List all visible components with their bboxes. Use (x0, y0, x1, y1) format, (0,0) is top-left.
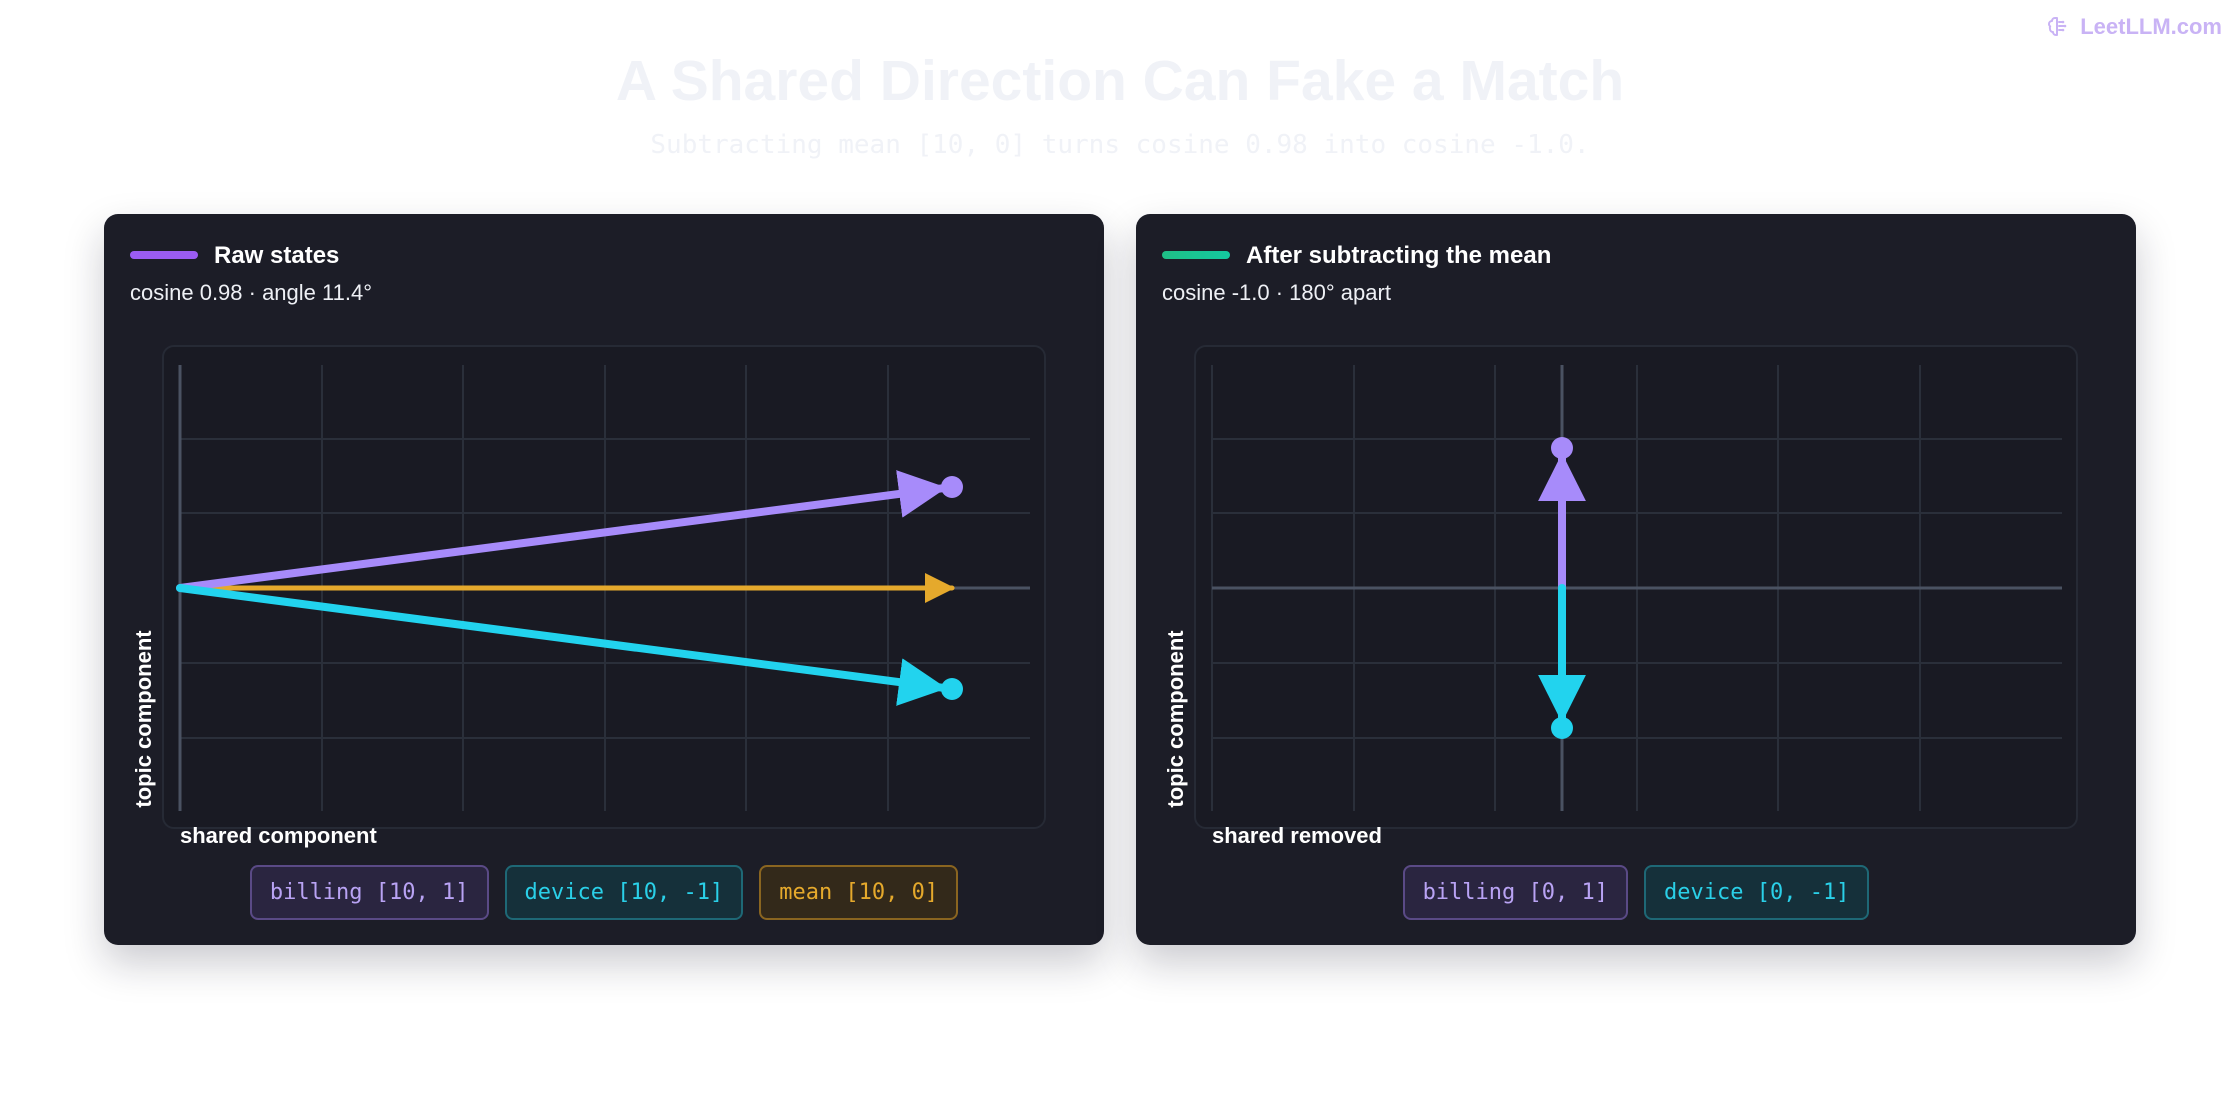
panel-subtitle: cosine -1.0 · 180° apart (1162, 280, 1391, 305)
brand-name: LeetLLM.com (2080, 14, 2222, 39)
page-subtitle: Subtracting mean [10, 0] turns cosine 0.… (650, 130, 1590, 160)
device-point (941, 678, 963, 700)
vector-chips: billing [0, 1] device [0, -1] (1136, 865, 2136, 920)
x-axis-label: shared removed (1212, 823, 1382, 848)
device-vector (176, 584, 947, 706)
page-title: A Shared Direction Can Fake a Match (615, 49, 1625, 113)
panel-raw-states: Raw states cosine 0.98 · angle 11.4° top… (104, 214, 1104, 945)
panel-subtitle: cosine 0.98 · angle 11.4° (130, 280, 372, 305)
panel-after-mean-subtraction: After subtracting the mean cosine -1.0 ·… (1136, 214, 2136, 945)
brain-icon (2048, 17, 2067, 36)
billing-vector (176, 470, 947, 592)
legend-swatch-raw (130, 251, 198, 259)
panel-title: Raw states (214, 242, 340, 269)
device-point (1551, 717, 1573, 739)
y-axis-label: topic component (1163, 630, 1188, 808)
y-axis-label: topic component (131, 630, 156, 808)
billing-point (1551, 437, 1573, 459)
billing-point (941, 476, 963, 498)
x-axis-label: shared component (180, 823, 377, 848)
legend-swatch-centered (1162, 251, 1230, 259)
chip-billing: billing [10, 1] (249, 865, 489, 920)
brand[interactable]: LeetLLM.com (2046, 14, 2222, 40)
raw-states-plot (176, 365, 1030, 811)
chip-mean: mean [10, 0] (759, 865, 959, 920)
panel-title: After subtracting the mean (1246, 242, 1552, 269)
chip-device: device [0, -1] (1644, 865, 1870, 920)
chip-device: device [10, -1] (504, 865, 744, 920)
centered-plot (1211, 365, 2062, 811)
vector-chips: billing [10, 1] device [10, -1] mean [10… (104, 865, 1104, 920)
chip-billing: billing [0, 1] (1402, 865, 1628, 920)
